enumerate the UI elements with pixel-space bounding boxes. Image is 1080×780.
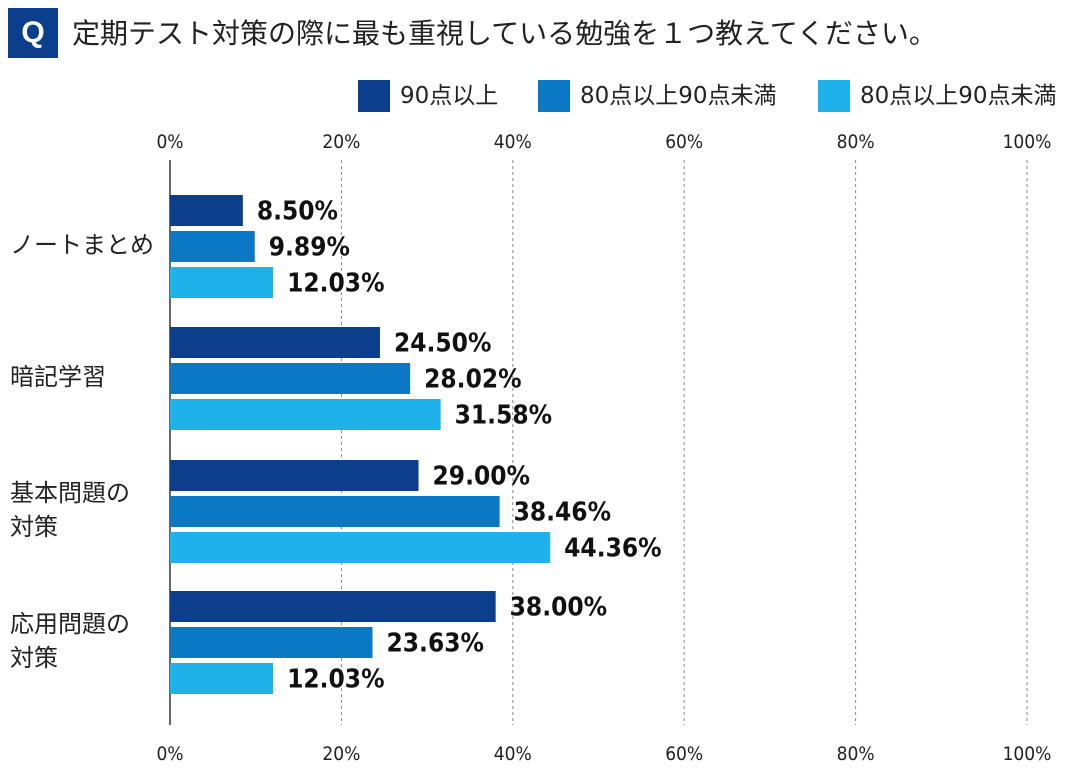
x-tick-label-bottom: 20%: [322, 743, 360, 765]
bar: [170, 195, 243, 226]
x-tick-label-top: 40%: [494, 131, 532, 153]
data-label: 28.02%: [424, 365, 521, 395]
data-label: 38.46%: [514, 498, 611, 528]
bar: [170, 591, 496, 622]
category-label-line: 基本問題の: [10, 478, 130, 507]
question-title: 定期テスト対策の際に最も重視している勉強を１つ教えてください。: [72, 17, 937, 50]
x-tick-label-top: 20%: [322, 131, 360, 153]
category-label: 応用問題の 対策: [10, 607, 160, 675]
x-tick-label-top: 100%: [1003, 131, 1052, 153]
data-label: 44.36%: [564, 534, 661, 564]
bar: [170, 460, 419, 491]
legend-swatch-series-1: [358, 80, 390, 112]
bar: [170, 399, 441, 430]
bar: [170, 496, 500, 527]
data-label: 31.58%: [455, 401, 552, 431]
data-label: 9.89%: [269, 233, 350, 263]
category-label: 暗記学習: [10, 360, 160, 394]
legend-label-series-3: 80点以上90点未満: [860, 83, 1057, 109]
x-tick-label-bottom: 0%: [156, 743, 183, 765]
category-label: 基本問題の 対策: [10, 476, 160, 544]
bar: [170, 627, 373, 658]
category-label-line: 応用問題の: [10, 609, 130, 638]
data-label: 12.03%: [287, 665, 384, 695]
bar: [170, 532, 551, 563]
x-tick-label-bottom: 80%: [837, 743, 875, 765]
legend-label-series-1: 90点以上: [400, 83, 499, 109]
data-label: 8.50%: [257, 197, 338, 227]
category-label-line: ノートまとめ: [10, 230, 154, 259]
bar: [170, 663, 274, 694]
data-label: 23.63%: [387, 629, 484, 659]
x-tick-label-top: 60%: [665, 131, 703, 153]
x-tick-label-top: 80%: [837, 131, 875, 153]
legend-swatch-series-3: [818, 80, 850, 112]
category-label: ノートまとめ: [10, 228, 160, 262]
data-label: 29.00%: [433, 462, 530, 492]
bar: [170, 363, 411, 394]
x-tick-label-bottom: 40%: [494, 743, 532, 765]
data-label: 38.00%: [510, 593, 607, 623]
category-label-line: 対策: [10, 512, 58, 541]
bar: [170, 327, 380, 358]
bar: [170, 231, 255, 262]
legend-swatch-series-2: [538, 80, 570, 112]
x-tick-label-bottom: 100%: [1003, 743, 1052, 765]
data-label: 12.03%: [287, 269, 384, 299]
data-label: 24.50%: [394, 329, 491, 359]
category-label-line: 対策: [10, 643, 58, 672]
question-badge: Q: [8, 8, 58, 58]
x-tick-label-bottom: 60%: [665, 743, 703, 765]
legend-label-series-2: 80点以上90点未満: [580, 83, 777, 109]
bar: [170, 267, 274, 298]
x-tick-label-top: 0%: [156, 131, 183, 153]
category-label-line: 暗記学習: [10, 362, 106, 391]
